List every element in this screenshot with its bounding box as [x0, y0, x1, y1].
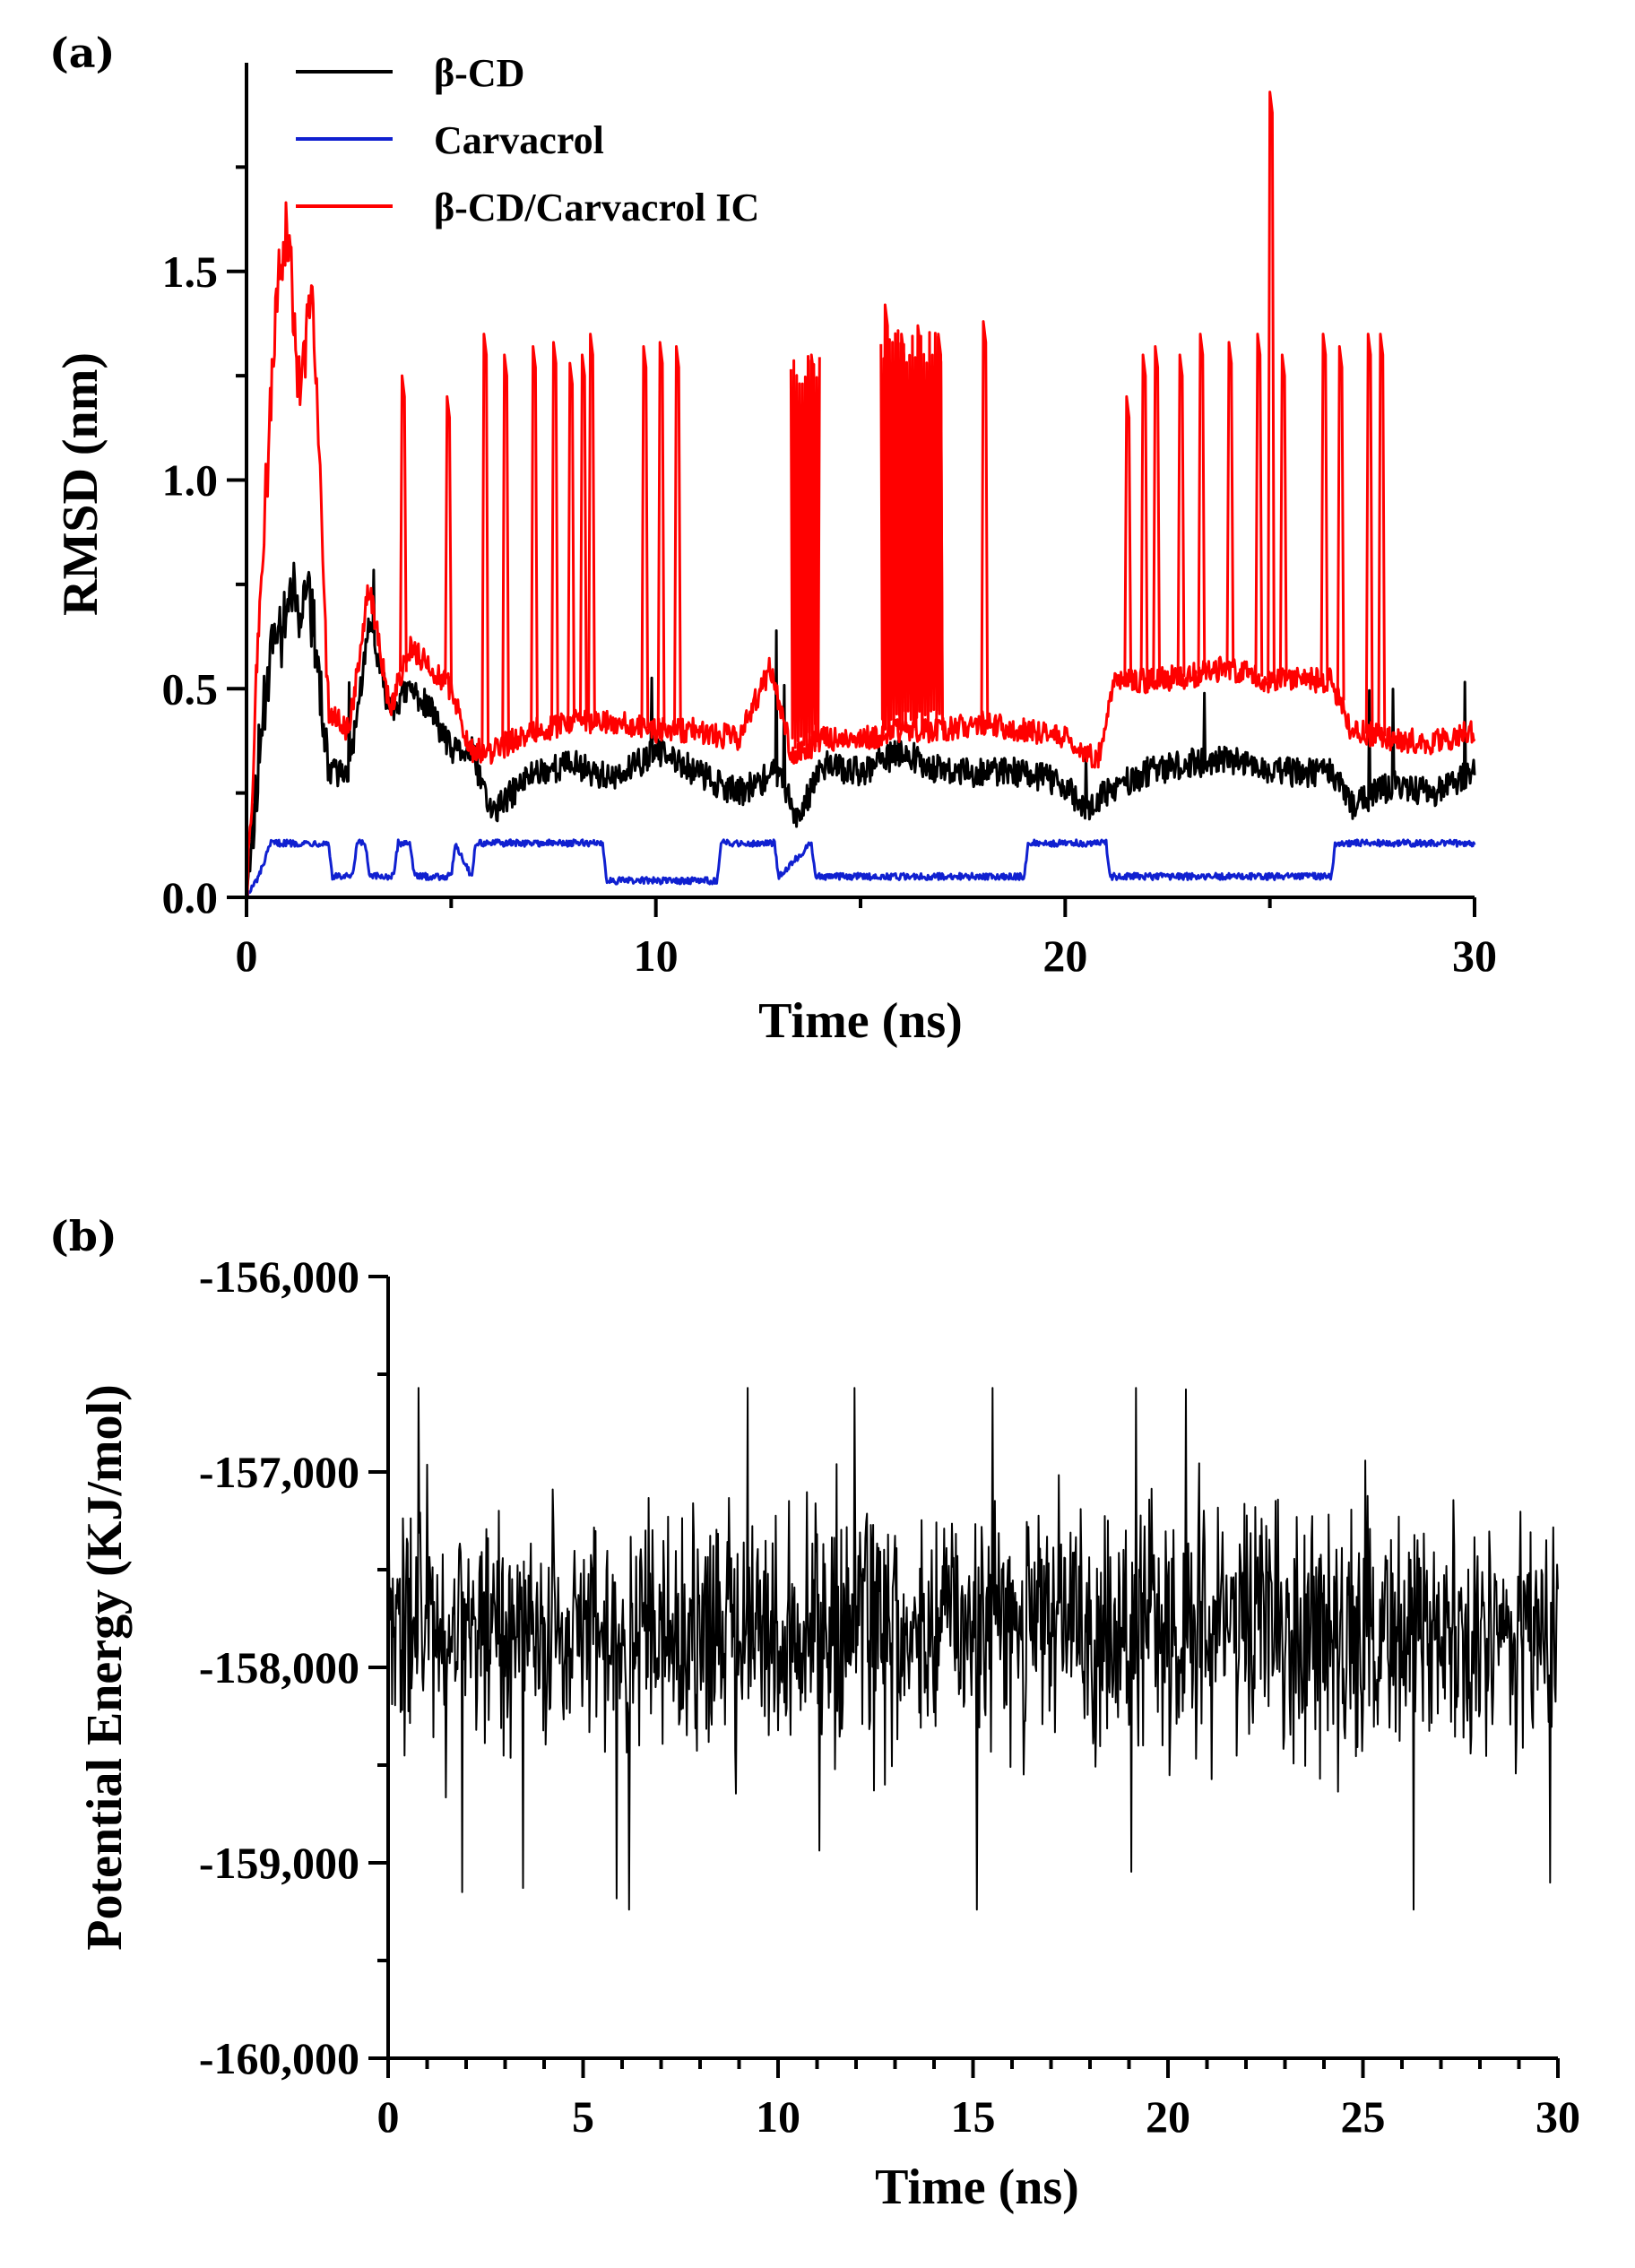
- ic-spike-10: [656, 341, 666, 731]
- series-line-beta-cd: [245, 561, 1476, 898]
- panel-a-legend: β-CD Carvacrol β-CD/Carvacrol IC: [296, 51, 759, 229]
- ic-spike-0: [399, 374, 408, 672]
- panel-b-x-tick-label-5: 5: [572, 2091, 594, 2142]
- ic-spike-24: [1254, 333, 1264, 677]
- panel-a-label: (a): [49, 29, 115, 77]
- ic-spike-22: [1197, 333, 1207, 674]
- ic-spike-23: [1225, 341, 1235, 668]
- ic-spike-27: [1319, 333, 1329, 680]
- panel-b-y-tick-label-3: -157,000: [199, 1447, 359, 1497]
- panel-b-y-tick-label-1: -159,000: [199, 1838, 359, 1888]
- ic-spike-7: [578, 353, 588, 723]
- panel-b-potential-energy-chart: (b) 0 5 10 15 20 25 30 -160,000 -159,000 -158,000…: [49, 1212, 1580, 2215]
- panel-a-x-tick-label-20: 20: [1042, 931, 1087, 981]
- ic-spike-4: [530, 345, 539, 731]
- panel-a-y-axis-title: RMSD (nm): [53, 352, 108, 616]
- panel-b-x-tick-label-15: 15: [951, 2091, 996, 2142]
- ic-spike-26: [1278, 353, 1288, 680]
- panel-a-x-tick-label-30: 30: [1452, 931, 1497, 981]
- panel-a-rmsd-chart: (a) 0 10 20 30 0.0 0.5 1.0 1.5 Time (ns) RMSD (…: [49, 29, 1497, 1049]
- ic-spike-11: [673, 345, 682, 731]
- ic-spike-6: [567, 361, 576, 723]
- panel-a-ticks: 0 10 20 30 0.0 0.5 1.0 1.5: [162, 165, 1497, 981]
- panel-b-y-tick-label-0: -160,000: [199, 2033, 359, 2083]
- ic-spike-3: [501, 353, 510, 746]
- series-line-carvacrol: [246, 838, 1476, 899]
- ic-plateau-band-0: [789, 355, 821, 750]
- series-line-potential-energy: [387, 1387, 1559, 1911]
- legend-label-carvacrol: Carvacrol: [434, 118, 604, 162]
- panel-b-y-axis-title: Potential Energy (KJ/mol): [77, 1384, 133, 1950]
- ic-spike-28: [1336, 345, 1345, 701]
- ic-spike-18: [1123, 394, 1133, 680]
- panel-a-y-tick-label-3: 1.5: [162, 247, 219, 297]
- panel-b-x-tick-label-20: 20: [1146, 2091, 1190, 2142]
- panel-b-y-tick-label-4: -156,000: [199, 1251, 359, 1302]
- panel-a-y-tick-label-0: 0.0: [162, 872, 219, 922]
- legend-label-inclusion-complex: β-CD/Carvacrol IC: [434, 186, 759, 229]
- panel-b-x-tick-label-10: 10: [756, 2091, 800, 2142]
- ic-spike-1: [444, 394, 454, 685]
- panel-b-ticks: 0 5 10 15 20 25 30 -160,000 -159,000 -158,000 -157…: [199, 1251, 1580, 2142]
- panel-b-x-axis-title: Time (ns): [875, 2160, 1079, 2215]
- panel-b-x-tick-label-30: 30: [1536, 2091, 1580, 2142]
- ic-plateau-band-1: [879, 329, 944, 731]
- ic-spike-17: [980, 320, 990, 723]
- legend-label-beta-cd: β-CD: [434, 51, 524, 95]
- ic-spike-2: [480, 333, 490, 752]
- panel-a-y-tick-label-2: 1.0: [162, 455, 219, 506]
- ic-spike-5: [550, 341, 559, 727]
- ic-spike-8: [587, 333, 596, 723]
- panel-b-y-tick-label-2: -158,000: [199, 1642, 359, 1692]
- panel-a-series-group: [245, 91, 1476, 899]
- ic-spike-25: [1267, 91, 1276, 680]
- ic-spike-9: [640, 345, 650, 729]
- ic-spike-29: [1364, 333, 1374, 734]
- series-line-beta-cd-carvacrol-ic: [245, 201, 1476, 899]
- ic-spike-21: [1176, 353, 1186, 678]
- panel-a-x-axis-title: Time (ns): [758, 993, 963, 1049]
- panel-b-series-group: [387, 1387, 1559, 1911]
- panel-a-x-tick-label-0: 0: [236, 931, 258, 981]
- panel-b-x-tick-label-25: 25: [1341, 2091, 1386, 2142]
- panel-b-label: (b): [49, 1212, 117, 1260]
- panel-a-y-tick-label-1: 0.5: [162, 663, 219, 714]
- panel-b-x-tick-label-0: 0: [377, 2091, 400, 2142]
- panel-a-x-tick-label-10: 10: [634, 931, 679, 981]
- ic-spike-20: [1152, 345, 1162, 680]
- ic-spike-19: [1139, 353, 1149, 680]
- ic-spike-30: [1377, 333, 1387, 737]
